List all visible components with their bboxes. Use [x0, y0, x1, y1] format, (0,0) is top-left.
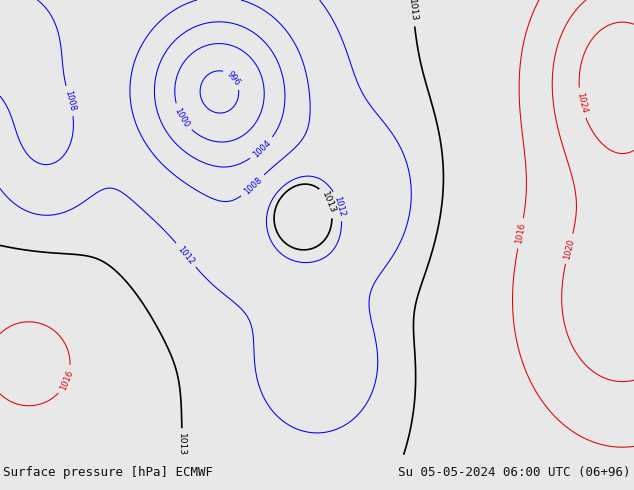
Text: 1016: 1016: [58, 368, 75, 392]
Text: Surface pressure [hPa] ECMWF: Surface pressure [hPa] ECMWF: [3, 466, 213, 479]
Text: 1004: 1004: [252, 138, 273, 159]
Text: 1008: 1008: [242, 175, 264, 196]
Text: 1008: 1008: [63, 90, 77, 112]
Text: Su 05-05-2024 06:00 UTC (06+96): Su 05-05-2024 06:00 UTC (06+96): [398, 466, 631, 479]
Text: 1000: 1000: [173, 106, 191, 129]
Text: 1013: 1013: [178, 433, 186, 456]
Text: 1016: 1016: [514, 222, 527, 245]
Text: 1013: 1013: [407, 0, 418, 22]
Text: 1012: 1012: [332, 195, 346, 217]
Text: 1013: 1013: [320, 190, 337, 215]
Text: 996: 996: [225, 69, 242, 87]
Text: 1024: 1024: [574, 92, 588, 114]
Text: 1012: 1012: [176, 244, 196, 266]
Text: 1020: 1020: [562, 238, 576, 260]
